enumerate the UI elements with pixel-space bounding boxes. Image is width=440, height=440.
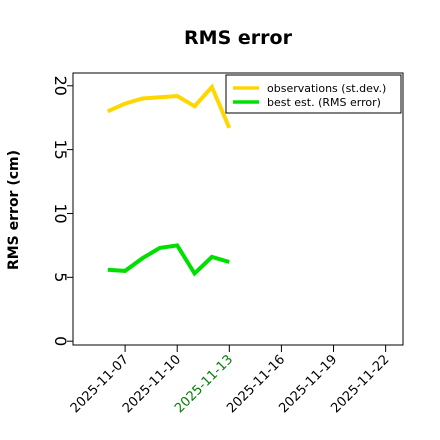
series-line-0 (106, 83, 232, 129)
legend-label-observations: observations (st.dev.) (267, 82, 386, 95)
legend-box (225, 74, 402, 114)
y-tick-label: 0 (51, 336, 70, 346)
plot-frame (72, 72, 404, 346)
chart-title: RMS error (184, 27, 293, 49)
legend-label-best-estimate: best est. (RMS error) (267, 96, 381, 109)
y-ticks: 0 5 10 15 20 (51, 76, 73, 346)
y-tick-label: 20 (51, 76, 70, 96)
y-tick-label: 5 (51, 272, 70, 282)
series-layer (106, 83, 232, 277)
y-tick-label: 10 (51, 203, 70, 223)
x-ticks: 2025-11-072025-11-102025-11-132025-11-16… (68, 345, 392, 416)
legend: observations (st.dev.) best est. (RMS er… (225, 74, 402, 114)
y-tick-label: 15 (51, 139, 70, 159)
y-axis-label: RMS error (cm) (6, 150, 22, 270)
series-line-1 (107, 243, 230, 277)
